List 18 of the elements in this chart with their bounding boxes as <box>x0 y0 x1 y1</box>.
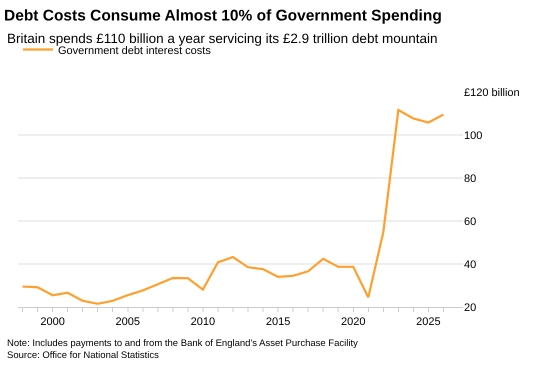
x-tick-label: 2015 <box>266 316 290 328</box>
line-series <box>21 108 445 305</box>
source-note: Source: Office for National Statistics <box>7 350 160 361</box>
y-tick-label: 80 <box>464 172 476 185</box>
chart-subtitle: Britain spends £110 billion a year servicing its £2.9 trillion debt mountain <box>7 31 438 46</box>
x-tick-label: 2010 <box>190 316 216 328</box>
y-tick-label: 100 <box>464 130 482 142</box>
text: Note: Includes payments to and from the Bank of England's Asset Purchase Facility <box>7 338 358 349</box>
y-tick-label: 60 <box>464 216 476 228</box>
x-tick-label: 2000 <box>40 316 65 328</box>
y-tick-label: 40 <box>464 258 476 271</box>
y-tick-label: £120 billion <box>464 86 520 99</box>
x-tick-label: 2025 <box>416 316 441 328</box>
chart-title: Debt Costs Consume Almost 10% of Government Spending <box>4 7 442 24</box>
x-tick-label: 2005 <box>116 316 140 328</box>
x-tick-label: 2020 <box>341 316 366 328</box>
y-tick-label: 20 <box>464 302 476 314</box>
legend-label: Government debt interest costs <box>58 44 212 57</box>
